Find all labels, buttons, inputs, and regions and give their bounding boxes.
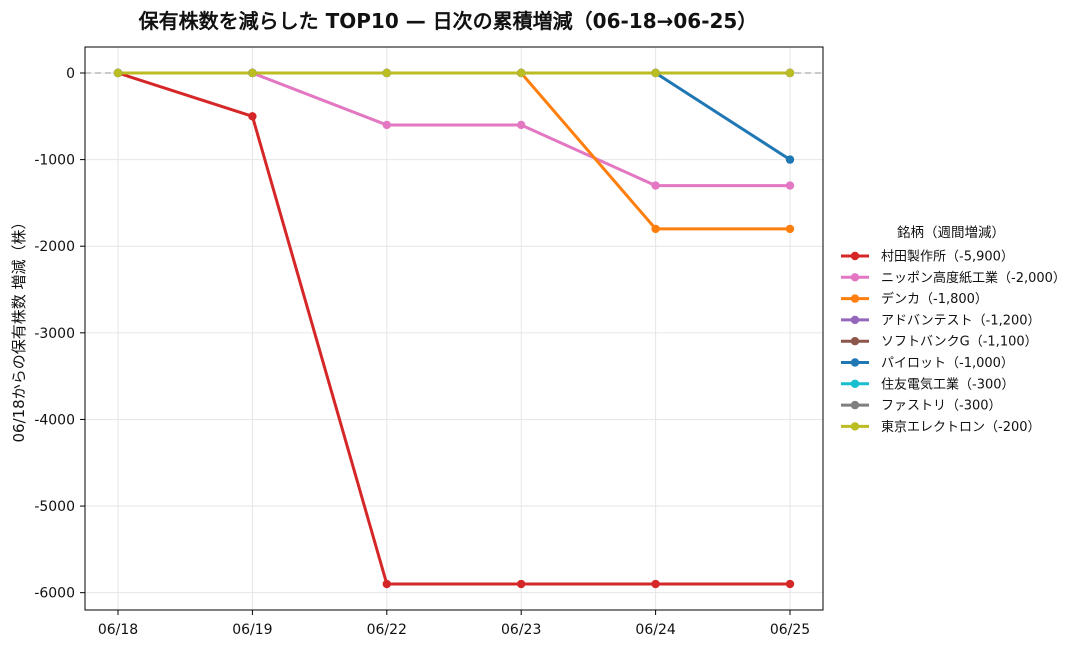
series-point-1 — [651, 181, 660, 190]
series-point-8 — [651, 68, 660, 78]
series-point-1 — [517, 120, 526, 130]
legend-entry-label: ファストリ（-300） — [881, 399, 1002, 414]
x-tick-label: 06/24 — [635, 622, 675, 638]
legend: 銘柄（週間増減） 村田製作所（-5,900） ニッポン高度紙工業（-2,000） デ… — [841, 224, 1066, 435]
x-tick-label: 06/25 — [770, 622, 810, 638]
y-tick-label: -2000 — [34, 239, 75, 255]
y-axis-label: 06/18からの保有株数 増減（株） — [10, 215, 28, 443]
legend-swatch-marker — [850, 315, 860, 325]
y-tick-label: -6000 — [34, 586, 75, 602]
legend-swatch-marker — [850, 379, 860, 388]
series-line-0 — [117, 71, 790, 586]
series-points — [113, 68, 795, 589]
x-axis-ticks: 06/18 06/19 06/22 06/23 06/24 06/25 — [98, 610, 810, 638]
series-point-0 — [785, 579, 795, 589]
x-tick-label: 06/22 — [367, 622, 407, 638]
legend-entry-label: デンカ（-1,800） — [881, 291, 988, 307]
y-tick-label: -3000 — [34, 326, 75, 342]
plot-frame — [84, 46, 824, 611]
x-tick-label: 06/18 — [98, 622, 138, 638]
legend-swatch-marker — [850, 422, 860, 431]
series-point-0 — [517, 579, 526, 589]
legend-entry-label: ソフトバンクG（-1,100） — [881, 335, 1038, 350]
series-point-0 — [382, 579, 391, 589]
x-tick-label: 06/19 — [232, 622, 272, 638]
legend-entry-label: パイロット（-1,000） — [881, 356, 1014, 371]
series-point-1 — [382, 120, 391, 130]
series-point-8 — [113, 68, 123, 78]
legend-entries: 村田製作所（-5,900） ニッポン高度紙工業（-2,000） デンカ（-1,800… — [841, 250, 1066, 435]
series-point-5 — [785, 155, 795, 164]
legend-entry-label: 村田製作所（-5,900） — [881, 250, 1014, 265]
legend-swatch-marker — [850, 337, 860, 346]
legend-title: 銘柄（週間増減） — [897, 224, 1005, 241]
legend-entry-label: 東京エレクトロン（-200） — [881, 419, 1041, 435]
legend-swatch-marker — [850, 400, 860, 410]
series-line-1 — [118, 71, 790, 188]
series-point-8 — [785, 68, 795, 78]
y-tick-label: -4000 — [34, 412, 75, 428]
legend-swatch-marker — [850, 358, 860, 367]
x-tick-label: 06/23 — [501, 622, 541, 638]
series-point-0 — [651, 579, 660, 589]
legend-entry-label: アドバンテスト（-1,200） — [881, 313, 1041, 328]
legend-entry-label: ニッポン高度紙工業（-2,000） — [881, 270, 1066, 286]
grid-lines — [85, 47, 823, 610]
chart-title: 保有株数を減らした TOP10 — 日次の累積増減（06-18→06-25） — [138, 9, 758, 33]
series-point-1 — [785, 181, 795, 190]
series-line-5 — [118, 71, 791, 161]
y-axis-ticks: 0 -1000 -2000 -3000 -4000 -5000 -6000 — [34, 66, 85, 602]
y-tick-label: -1000 — [34, 153, 75, 169]
series-point-8 — [382, 68, 391, 78]
y-tick-label: 0 — [66, 66, 75, 82]
series-point-2 — [785, 224, 795, 234]
legend-entry-label: 住友電気工業（-300） — [881, 376, 1015, 392]
y-tick-label: -5000 — [34, 499, 75, 515]
legend-swatch-marker — [850, 294, 860, 303]
legend-swatch-marker — [850, 251, 860, 261]
series-point-0 — [248, 112, 257, 121]
legend-swatch-marker — [850, 273, 860, 282]
series-point-8 — [248, 68, 257, 78]
series-lines — [117, 71, 791, 586]
series-point-2 — [651, 224, 660, 234]
series-point-8 — [517, 68, 526, 78]
